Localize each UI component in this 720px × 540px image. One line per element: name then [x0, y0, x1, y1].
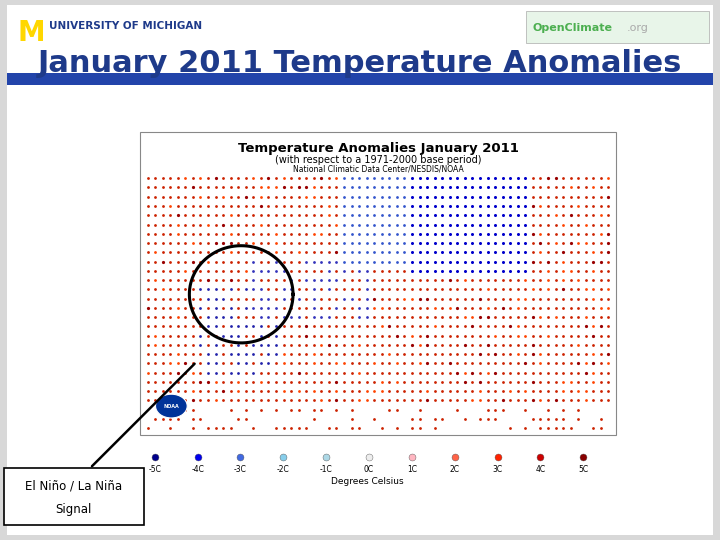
Bar: [140, 132, 616, 435]
Text: 4C: 4C: [535, 465, 546, 475]
Text: 2C: 2C: [450, 465, 459, 475]
Text: Temperature Anomalies January 2011: Temperature Anomalies January 2011: [238, 142, 518, 155]
Text: 3C: 3C: [492, 465, 503, 475]
Text: .org: .org: [626, 23, 648, 33]
Text: -2C: -2C: [277, 465, 289, 475]
Text: Signal: Signal: [55, 503, 92, 516]
Text: National Climatic Data Center/NESDIS/NOAA: National Climatic Data Center/NESDIS/NOA…: [292, 165, 464, 173]
Text: (with respect to a 1971-2000 base period): (with respect to a 1971-2000 base period…: [275, 156, 481, 165]
Text: M: M: [18, 19, 45, 47]
Text: -1C: -1C: [320, 465, 333, 475]
Bar: [4, 468, 144, 525]
Text: -3C: -3C: [234, 465, 247, 475]
Bar: [526, 11, 709, 43]
Text: 1C: 1C: [407, 465, 417, 475]
Text: El Niño / La Niña: El Niño / La Niña: [25, 480, 122, 493]
Text: -5C: -5C: [148, 465, 161, 475]
Text: UNIVERSITY OF MICHIGAN: UNIVERSITY OF MICHIGAN: [49, 21, 202, 31]
Text: Degrees Celsius: Degrees Celsius: [331, 477, 403, 486]
Text: 0C: 0C: [364, 465, 374, 475]
Bar: [7, 73, 713, 85]
Text: OpenClimate: OpenClimate: [533, 23, 613, 33]
Text: 5C: 5C: [578, 465, 588, 475]
Circle shape: [156, 394, 187, 418]
Text: NOAA: NOAA: [163, 403, 179, 409]
Text: -4C: -4C: [192, 465, 204, 475]
Text: January 2011 Temperature Anomalies: January 2011 Temperature Anomalies: [38, 49, 682, 78]
